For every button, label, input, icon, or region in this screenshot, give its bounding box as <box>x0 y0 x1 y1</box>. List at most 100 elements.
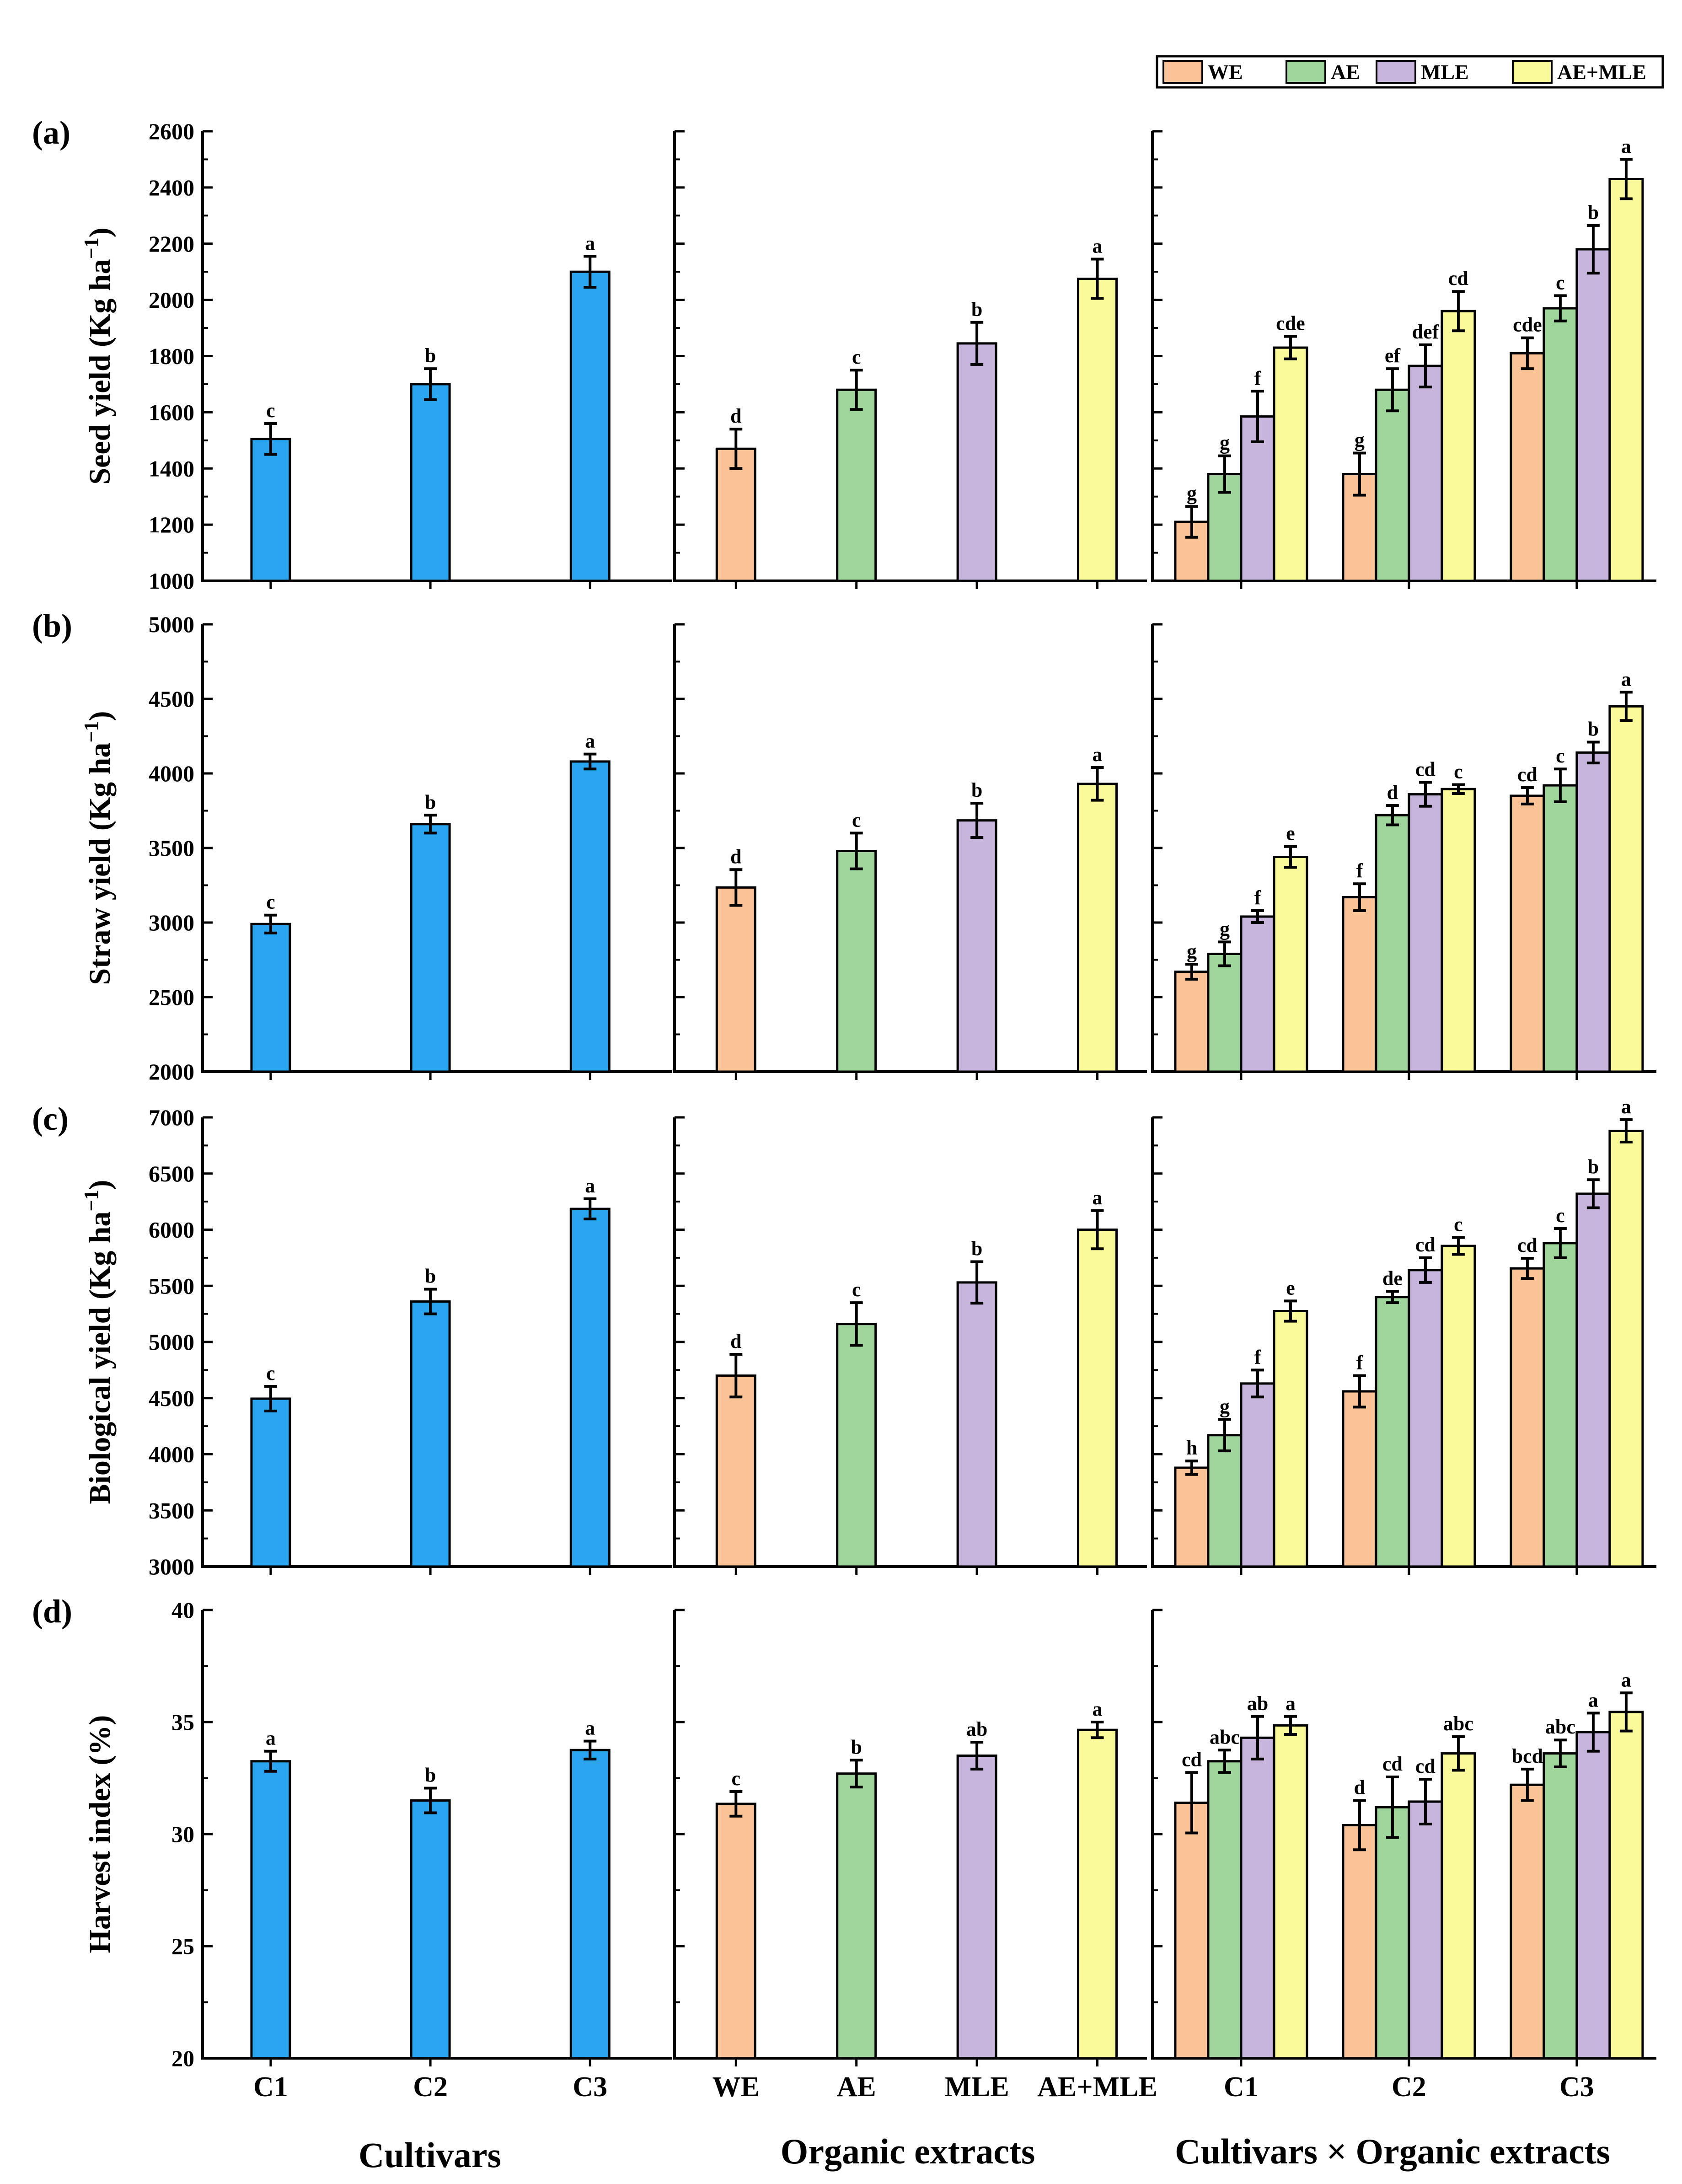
y-tick-label: 5000 <box>149 612 194 637</box>
bar-c1-mle-letter: f <box>1254 367 1262 389</box>
bar-c1 <box>250 438 291 582</box>
y-tick-label: 2600 <box>149 118 194 144</box>
y-tick-label: 2400 <box>149 175 194 200</box>
bar-c3-ae-letter: abc <box>1545 1716 1575 1738</box>
bar-c1-we <box>1174 971 1210 1073</box>
bar-c3-we <box>1510 794 1545 1073</box>
bar-c2-ae <box>1375 814 1410 1073</box>
y-tick-label: 30 <box>171 1821 194 1847</box>
bar-mle-letter: ab <box>966 1718 987 1740</box>
bar-we <box>715 1803 756 2060</box>
bar-c2-ae-mle <box>1441 310 1476 582</box>
bar-c3 <box>569 1207 611 1568</box>
bar-we-letter: d <box>730 845 741 868</box>
bar-c2-mle <box>1408 793 1443 1073</box>
bar-c2-letter: b <box>425 1764 436 1787</box>
x-tick-label-we: WE <box>712 2071 760 2103</box>
y-tick-label: 5000 <box>149 1329 194 1355</box>
bar-c2 <box>410 383 451 582</box>
y-tick-label: 3500 <box>149 1497 194 1523</box>
y-tick-label: 20 <box>171 2045 194 2071</box>
y-tick-label: 4500 <box>149 686 194 712</box>
bar-c2-letter: b <box>425 791 436 813</box>
bar-mle-letter: b <box>971 298 982 321</box>
bar-c3-letter: a <box>585 232 595 254</box>
panel-label: (a) <box>32 114 70 151</box>
y-tick-label: 40 <box>171 1597 194 1623</box>
bar-c2-mle <box>1408 365 1443 582</box>
x-tick-label-c3: C3 <box>573 2071 607 2103</box>
y-tick-label: 1800 <box>149 343 194 369</box>
row-a: (a)Seed yield (Kg ha−1)10001200140016001… <box>32 114 1656 594</box>
bar-c1 <box>250 1760 291 2060</box>
bar-c3-we-letter: cd <box>1517 1234 1537 1256</box>
bar-c3-mle <box>1575 248 1611 582</box>
bar-c1-ae-letter: g <box>1220 918 1230 940</box>
bar-c2-ae-mle-letter: cd <box>1448 267 1468 290</box>
bar-c1-ae <box>1207 1760 1243 2060</box>
bar-ae-letter: c <box>852 809 861 831</box>
y-tick-label: 5500 <box>149 1273 194 1299</box>
bar-we-letter: d <box>730 405 741 427</box>
bar-c3 <box>569 270 611 582</box>
bar-c3-letter: a <box>585 730 595 752</box>
bar-c3-mle-letter: b <box>1588 718 1599 741</box>
row-d: (d) Harvest index (%) 20 25 30 35 40 a C1 b C2 a C3 c… <box>32 1593 1656 2103</box>
y-tick-label: 6000 <box>149 1217 194 1243</box>
bar-c3-mle-letter: b <box>1588 201 1599 224</box>
bar-c3-we <box>1510 352 1545 582</box>
x-tick-label-c1: C1 <box>1224 2071 1259 2103</box>
bar-c3-ae-mle-letter: a <box>1621 1669 1631 1691</box>
y-tick-label: 2500 <box>149 984 194 1010</box>
x-tick-label-c3: C3 <box>1559 2071 1594 2103</box>
legend-swatch-we <box>1162 60 1203 84</box>
bar-c2-mle-letter: def <box>1412 321 1440 343</box>
y-axis-title: Biological yield (Kg ha−1) <box>80 1180 117 1504</box>
bar-ae <box>836 1323 877 1568</box>
bar-c2-mle-letter: cd <box>1415 1755 1436 1777</box>
bar-c1-ae-mle <box>1273 1724 1308 2060</box>
bar-c3-mle-letter: b <box>1588 1155 1599 1178</box>
bar-c1-ae-letter: g <box>1220 432 1230 454</box>
bar-ae <box>836 850 877 1073</box>
bar-c3-ae-mle-letter: a <box>1621 135 1631 157</box>
bar-c3 <box>569 760 611 1073</box>
bar-ae-mle-letter: a <box>1093 235 1103 258</box>
bar-c3-ae-mle <box>1608 1711 1644 2060</box>
bar-c2-we-letter: g <box>1355 429 1365 451</box>
panel-label: (c) <box>32 1100 69 1137</box>
bar-c2 <box>410 1300 451 1568</box>
bar-c3-ae-mle <box>1608 705 1644 1073</box>
panel-b-cultivars: 2000 2500 3000 3500 4000 4500 5000 c b a <box>149 612 672 1084</box>
bar-c1 <box>250 1397 291 1568</box>
bar-c3-we-letter: bcd <box>1512 1745 1543 1767</box>
y-tick-label: 3500 <box>149 835 194 861</box>
bar-c1-mle-letter: f <box>1254 1346 1262 1368</box>
bar-c3-ae <box>1543 307 1578 582</box>
bar-c1-ae-mle-letter: e <box>1286 1277 1295 1299</box>
bar-c1-ae-letter: abc <box>1210 1726 1240 1748</box>
bar-ae-mle-letter: a <box>1093 1698 1103 1720</box>
bar-ae <box>836 1772 877 2060</box>
bar-c1-we <box>1174 1466 1210 1568</box>
y-tick-label: 2200 <box>149 231 194 257</box>
panel-label: (b) <box>32 607 72 644</box>
bar-c1-ae-mle-letter: a <box>1286 1692 1296 1715</box>
x-tick-label-ae: AE <box>837 2071 876 2103</box>
bar-c1-ae-mle <box>1273 856 1308 1073</box>
bar-c1-mle <box>1240 1736 1275 2060</box>
y-tick-label: 6500 <box>149 1161 194 1186</box>
bar-c2-ae-letter: d <box>1387 781 1398 804</box>
panel-a-organic-extracts: d c b a <box>673 130 1147 589</box>
bar-c2-we-letter: d <box>1354 1776 1365 1799</box>
bar-c3-ae <box>1543 1242 1578 1568</box>
bar-ae <box>836 388 877 582</box>
y-tick-label: 2000 <box>149 1059 194 1084</box>
bar-c2 <box>410 1799 451 2060</box>
bar-ae-mle-letter: a <box>1093 1186 1103 1209</box>
bar-c2 <box>410 823 451 1073</box>
plot-area: (a)Seed yield (Kg ha−1)10001200140016001… <box>32 114 1656 2103</box>
legend-swatch-mle <box>1376 60 1416 84</box>
bar-c3-we <box>1510 1267 1545 1568</box>
